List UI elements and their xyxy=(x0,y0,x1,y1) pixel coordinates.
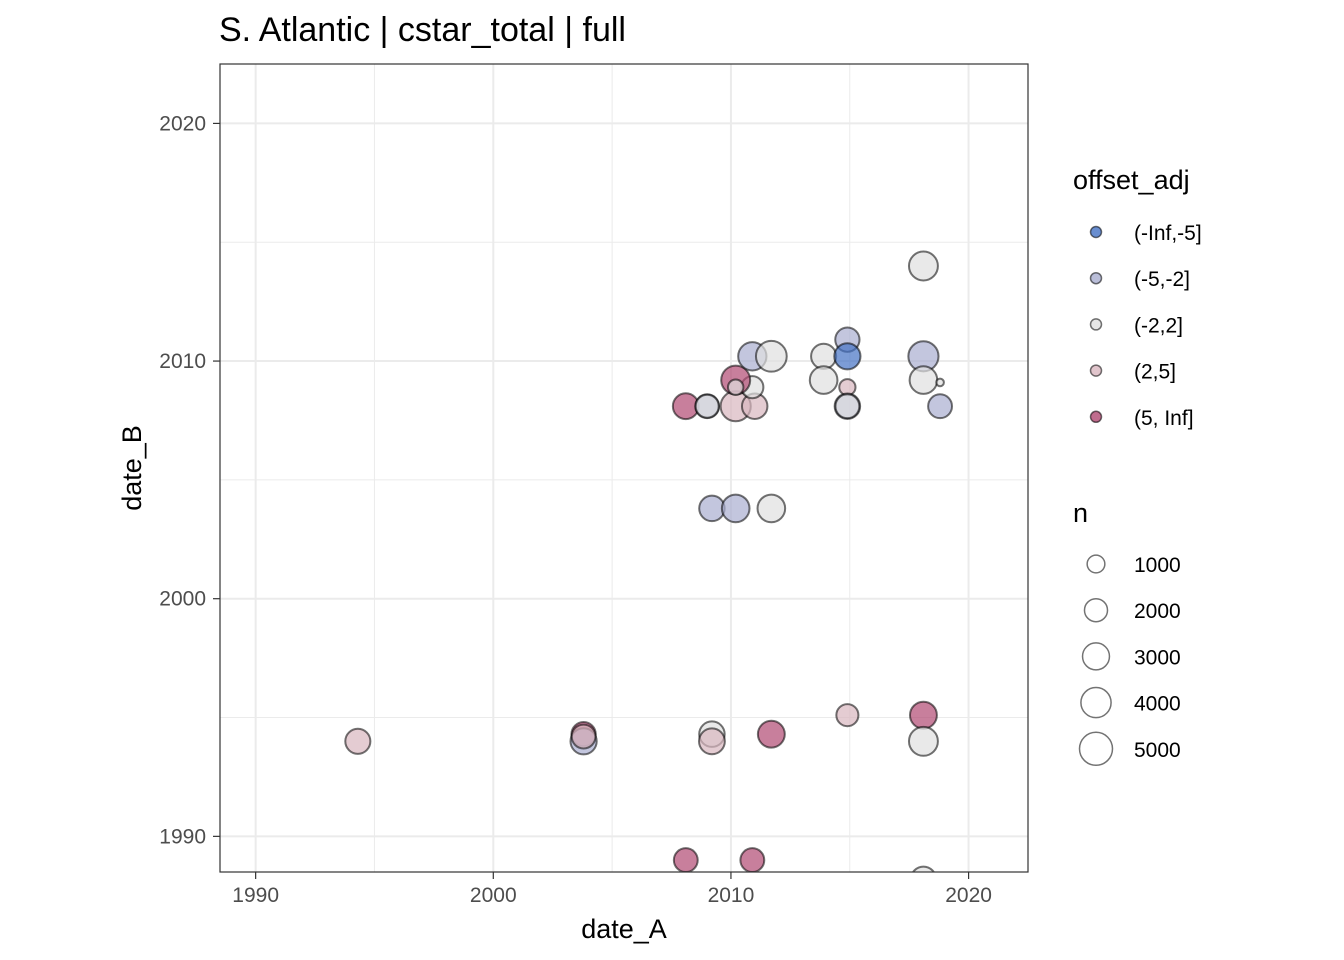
size-legend-label: 2000 xyxy=(1134,600,1181,623)
major-gridlines xyxy=(220,64,1028,872)
size-legend: n 1000 2000 3000 4000 5000 xyxy=(1073,498,1181,767)
size-legend-label: 4000 xyxy=(1134,693,1181,716)
panel-border xyxy=(219,63,1029,873)
size-legend-label: 5000 xyxy=(1134,739,1181,762)
scatter-point xyxy=(694,393,720,419)
size-legend-label: 3000 xyxy=(1134,646,1181,669)
scatter-point xyxy=(754,339,788,373)
plot-panel xyxy=(219,63,1029,873)
color-legend-label: (-2,2] xyxy=(1134,314,1183,337)
minor-gridlines xyxy=(220,64,1028,872)
chart-title: S. Atlantic | cstar_total | full xyxy=(219,11,626,49)
color-legend-key xyxy=(1089,364,1103,377)
data-points xyxy=(344,250,954,872)
scatter-point xyxy=(835,703,860,728)
scatter-point xyxy=(927,393,954,420)
size-legend-title: n xyxy=(1073,498,1088,528)
y-tick-label: 2020 xyxy=(159,112,206,135)
scatter-point xyxy=(756,719,786,749)
color-legend-label: (5, Inf] xyxy=(1134,407,1194,430)
y-tick-label: 2010 xyxy=(159,350,206,373)
y-axis-title: date_B xyxy=(117,425,147,511)
y-tick-label: 2000 xyxy=(159,588,206,611)
scatter-point xyxy=(756,493,787,524)
color-legend-label: (2,5] xyxy=(1134,361,1176,384)
panel-background xyxy=(220,64,1028,872)
scatter-point xyxy=(908,700,938,730)
scatter-point xyxy=(833,342,862,371)
scatter-point xyxy=(810,342,838,370)
size-legend-key xyxy=(1078,731,1114,767)
scatter-point xyxy=(672,847,699,872)
size-legend-key xyxy=(1081,642,1111,671)
scatter-point xyxy=(570,723,597,750)
color-legend-key xyxy=(1089,410,1103,424)
scatter-point xyxy=(834,393,861,420)
scatter-point xyxy=(935,377,945,388)
scatter-point xyxy=(720,493,751,524)
color-legend-label: (-Inf,-5] xyxy=(1134,222,1202,245)
scatter-point xyxy=(911,865,935,872)
x-tick-label: 2010 xyxy=(708,884,755,907)
size-legend-label: 1000 xyxy=(1134,554,1181,577)
color-legend-label: (-5,-2] xyxy=(1134,268,1190,291)
x-axis: 1990 2000 2010 2020 xyxy=(232,872,992,907)
x-tick-label: 2000 xyxy=(470,884,517,907)
scatter-point xyxy=(739,847,766,872)
scatter-point xyxy=(344,727,372,755)
scatter-point xyxy=(908,365,939,395)
color-legend-title: offset_adj xyxy=(1073,165,1190,195)
size-legend-key xyxy=(1083,597,1109,623)
size-legend-key xyxy=(1080,686,1112,719)
x-axis-title: date_A xyxy=(581,914,667,944)
scatter-point xyxy=(808,365,839,395)
color-legend-key xyxy=(1089,271,1103,285)
y-tick-label: 1990 xyxy=(159,825,206,848)
color-legend-key xyxy=(1089,225,1103,239)
color-legend-key xyxy=(1089,318,1103,331)
scatter-point xyxy=(698,494,726,523)
scatter-point xyxy=(698,727,726,756)
x-tick-label: 1990 xyxy=(232,884,279,907)
x-tick-label: 2020 xyxy=(945,884,992,907)
color-legend: offset_adj (-Inf,-5] (-5,-2] (-2,2] (2,5] (5… xyxy=(1073,165,1202,430)
scatter-point xyxy=(907,725,939,757)
scatter-point xyxy=(726,378,745,396)
scatter-point xyxy=(907,250,939,282)
size-legend-key xyxy=(1086,554,1106,574)
y-axis: 1990 2000 2010 2020 xyxy=(159,112,220,848)
